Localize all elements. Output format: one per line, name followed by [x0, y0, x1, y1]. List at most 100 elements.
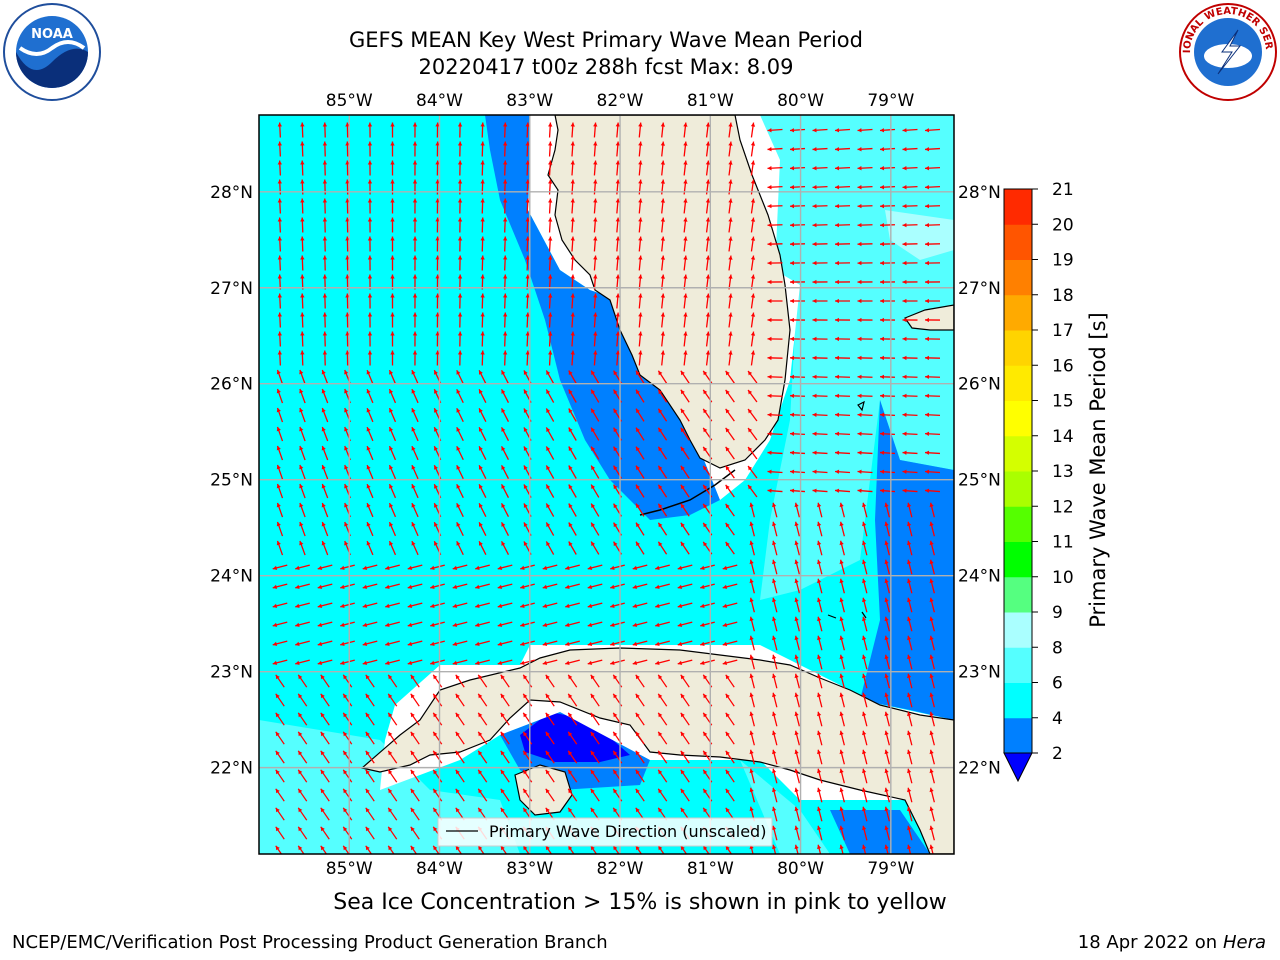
wave-arrow	[635, 541, 645, 555]
wave-arrow	[475, 602, 490, 608]
wave-arrow	[725, 427, 735, 441]
wave-arrow	[705, 122, 711, 138]
lat-label-right-3: 25°N	[958, 471, 1001, 491]
wave-arrow	[767, 203, 783, 209]
wave-arrow	[500, 845, 508, 854]
wave-arrow	[794, 559, 800, 575]
wave-arrow	[839, 578, 845, 594]
wave-arrow	[430, 640, 445, 646]
wave-arrow	[477, 731, 488, 745]
wave-arrow	[390, 331, 395, 347]
wave-arrow	[839, 711, 845, 727]
wave-arrow	[390, 293, 395, 309]
wave-arrow	[456, 502, 464, 518]
wave-arrow	[322, 350, 328, 366]
wave-arrow	[410, 750, 420, 764]
wave-arrow	[410, 731, 420, 745]
wave-arrow	[565, 583, 580, 589]
wave-arrow	[705, 160, 711, 176]
wave-arrow	[455, 731, 465, 745]
wave-arrow	[593, 312, 598, 328]
wave-arrow	[884, 711, 890, 727]
wave-arrow	[300, 160, 305, 176]
wave-arrow	[525, 236, 530, 252]
wave-arrow	[812, 393, 828, 399]
wave-arrow	[548, 255, 553, 271]
wave-arrow	[525, 141, 530, 157]
wave-arrow	[570, 141, 575, 157]
wave-arrow	[432, 674, 443, 688]
map-frame	[258, 114, 955, 855]
wave-arrow	[610, 564, 625, 570]
wave-arrow	[660, 350, 666, 366]
wave-arrow	[322, 236, 328, 252]
wave-arrow	[452, 659, 468, 665]
wave-arrow	[862, 559, 868, 575]
wave-arrow	[857, 241, 873, 247]
wave-arrow	[570, 312, 575, 328]
wave-arrow	[857, 147, 873, 152]
wave-arrow	[839, 730, 845, 746]
wave-arrow	[902, 450, 918, 455]
wave-arrow	[789, 185, 806, 190]
colorbar-segment	[1004, 682, 1032, 719]
wave-arrow	[365, 731, 375, 745]
wave-arrow	[638, 217, 643, 233]
wave-arrow	[500, 408, 510, 422]
wave-arrow	[412, 236, 418, 252]
sea-ice-note: Sea Ice Concentration > 15% is shown in …	[333, 890, 947, 915]
wave-arrow	[632, 640, 648, 646]
wave-arrow	[907, 768, 913, 784]
wave-arrow	[615, 255, 620, 271]
wave-arrow	[655, 564, 670, 570]
wave-arrow	[907, 635, 913, 651]
wave-arrow	[365, 769, 375, 783]
wave-arrow	[297, 788, 308, 802]
wave-arrow	[500, 427, 510, 441]
wave-arrow	[277, 312, 282, 328]
wave-arrow	[767, 222, 783, 228]
wave-arrow	[907, 616, 913, 632]
wave-arrow	[525, 217, 530, 233]
wave-arrow	[497, 602, 513, 608]
wave-arrow	[407, 621, 423, 627]
wave-arrow	[929, 578, 935, 594]
wave-arrow	[929, 844, 934, 854]
wave-arrow	[680, 750, 690, 764]
wave-arrow	[862, 806, 868, 822]
wave-arrow	[565, 602, 580, 608]
wave-arrow	[812, 185, 828, 190]
wave-arrow	[475, 659, 490, 665]
wave-arrow	[879, 260, 896, 266]
wave-arrow	[767, 260, 783, 266]
wave-arrow	[794, 730, 800, 746]
wave-arrow	[657, 389, 668, 403]
wave-arrow	[276, 521, 284, 537]
wave-arrow	[590, 712, 600, 726]
wave-arrow	[789, 222, 806, 228]
wave-arrow	[366, 407, 374, 423]
wave-arrow	[902, 393, 918, 399]
colorbar-tick-label: 13	[1052, 462, 1074, 482]
wave-arrow	[320, 693, 330, 707]
wave-arrow	[411, 426, 419, 442]
wave-arrow	[590, 769, 600, 783]
lat-label-left-0: 28°N	[210, 183, 253, 203]
wave-arrow	[385, 564, 400, 570]
wave-arrow	[500, 693, 510, 707]
wave-arrow	[478, 465, 487, 479]
wave-arrow	[590, 446, 600, 460]
wave-arrow	[367, 198, 373, 214]
wave-arrow	[457, 331, 463, 347]
wave-arrow	[525, 350, 530, 366]
wave-arrow	[322, 122, 328, 138]
wave-arrow	[907, 521, 913, 537]
wave-arrow	[817, 749, 823, 765]
wave-arrow	[657, 370, 668, 384]
wave-arrow	[457, 350, 463, 366]
wave-arrow	[902, 222, 918, 228]
wave-arrow	[812, 317, 828, 323]
wave-arrow	[410, 845, 418, 854]
wave-arrow	[722, 659, 738, 665]
lat-label-right-1: 27°N	[958, 279, 1001, 299]
